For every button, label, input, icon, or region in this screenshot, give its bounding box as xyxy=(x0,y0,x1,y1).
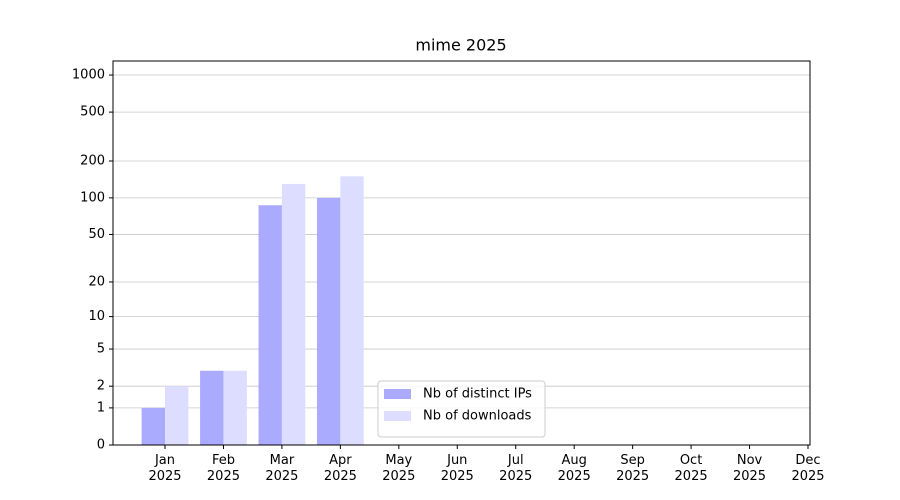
x-tick-label: Jan 2025 xyxy=(148,453,182,484)
bar xyxy=(165,386,189,445)
y-tick-label: 200 xyxy=(80,154,105,169)
x-tick-label: Jun 2025 xyxy=(440,453,474,484)
y-tick-label: 2 xyxy=(97,379,105,394)
bar xyxy=(223,370,247,445)
y-tick-label: 1000 xyxy=(72,68,105,83)
y-tick-label: 20 xyxy=(88,274,105,289)
x-tick-label: Feb 2025 xyxy=(206,453,240,484)
bar xyxy=(141,407,165,445)
y-tick-label: 50 xyxy=(88,227,105,242)
x-tick-label: Nov 2025 xyxy=(732,453,767,484)
bar xyxy=(281,183,306,446)
x-tick-label: Mar 2025 xyxy=(265,453,299,484)
x-tick-label: Aug 2025 xyxy=(557,453,591,484)
y-tick-label: 100 xyxy=(80,190,105,205)
legend-label: Nb of distinct IPs xyxy=(423,387,532,402)
y-tick-label: 1 xyxy=(97,400,105,415)
x-tick-label: Dec 2025 xyxy=(791,453,825,484)
chart-title: mime 2025 xyxy=(415,36,506,55)
plot-frame xyxy=(112,60,811,446)
bar xyxy=(258,205,282,445)
y-tick-label: 5 xyxy=(97,342,105,357)
x-tick-label: May 2025 xyxy=(382,453,416,484)
y-tick-label: 500 xyxy=(80,105,105,120)
y-tick-label: 0 xyxy=(97,438,105,453)
bar xyxy=(340,176,364,445)
legend-label: Nb of downloads xyxy=(423,409,532,424)
legend-box xyxy=(377,380,546,438)
x-tick-label: Sep 2025 xyxy=(616,453,650,484)
legend-swatch xyxy=(384,411,411,421)
x-tick-label: Oct 2025 xyxy=(674,453,708,484)
y-tick-label: 10 xyxy=(88,309,105,324)
legend-swatch xyxy=(384,389,411,399)
x-tick-label: Jul 2025 xyxy=(499,453,533,484)
x-tick-label: Apr 2025 xyxy=(323,453,357,484)
bar xyxy=(316,197,341,445)
bar xyxy=(200,370,224,445)
